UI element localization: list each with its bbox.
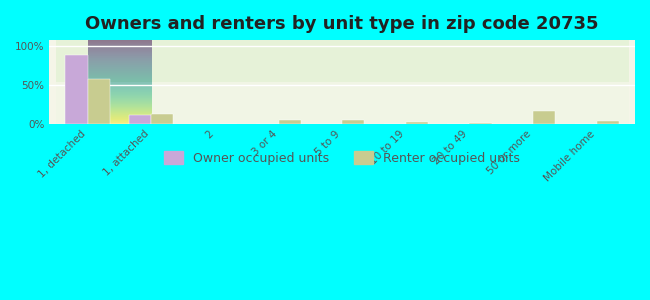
Bar: [65, 55, 88, 124]
Bar: [151, 114, 174, 124]
Bar: [278, 120, 301, 124]
Bar: [129, 116, 151, 124]
Bar: [88, 79, 110, 124]
Bar: [533, 111, 556, 124]
Bar: [597, 121, 619, 124]
Legend: Owner occupied units, Renter occupied units: Owner occupied units, Renter occupied un…: [159, 146, 525, 170]
Title: Owners and renters by unit type in zip code 20735: Owners and renters by unit type in zip c…: [85, 15, 599, 33]
Bar: [342, 120, 365, 124]
Bar: [469, 123, 492, 124]
Bar: [406, 122, 428, 124]
